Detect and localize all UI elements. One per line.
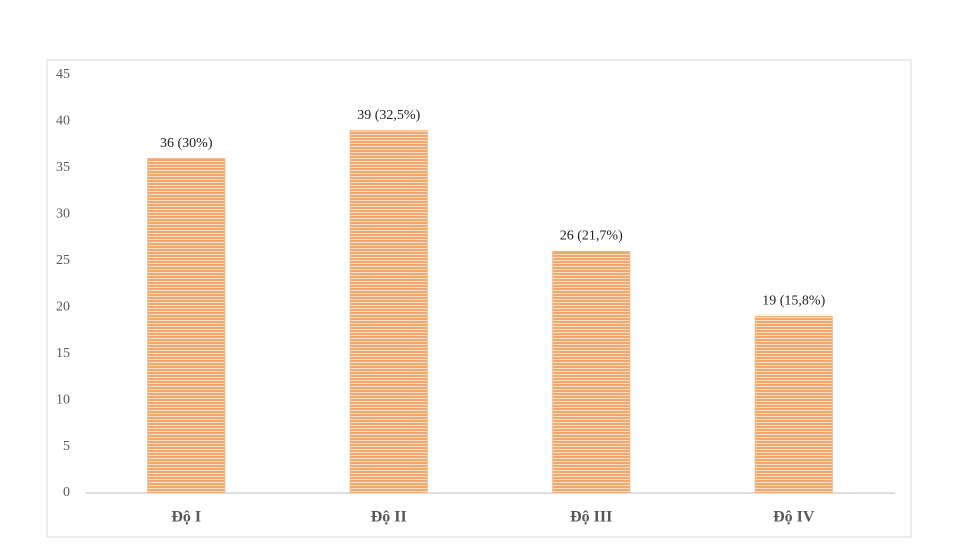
bar (349, 130, 428, 494)
bar (552, 250, 631, 494)
y-tick-label: 15 (56, 346, 70, 361)
x-tick-label: Độ IV (773, 509, 815, 526)
y-tick-label: 10 (56, 392, 70, 407)
chart-frame (46, 59, 912, 538)
value-label: 26 (21,7%) (560, 229, 623, 244)
x-tick-label: Độ III (570, 509, 612, 526)
y-tick-label: 45 (56, 67, 70, 82)
x-tick-label: Độ I (171, 509, 201, 526)
bar (754, 316, 833, 494)
value-label: 19 (15,8%) (762, 294, 825, 309)
y-tick-label: 30 (56, 207, 70, 222)
bar (147, 158, 226, 494)
value-label: 39 (32,5%) (357, 108, 420, 123)
y-tick-label: 35 (56, 160, 70, 175)
x-tick-label: Độ II (371, 509, 407, 526)
value-label: 36 (30%) (160, 136, 213, 151)
y-tick-label: 5 (63, 439, 70, 454)
y-tick-label: 0 (63, 485, 70, 500)
y-tick-label: 40 (56, 114, 70, 129)
y-tick-label: 25 (56, 253, 70, 268)
y-tick-label: 20 (56, 299, 70, 314)
